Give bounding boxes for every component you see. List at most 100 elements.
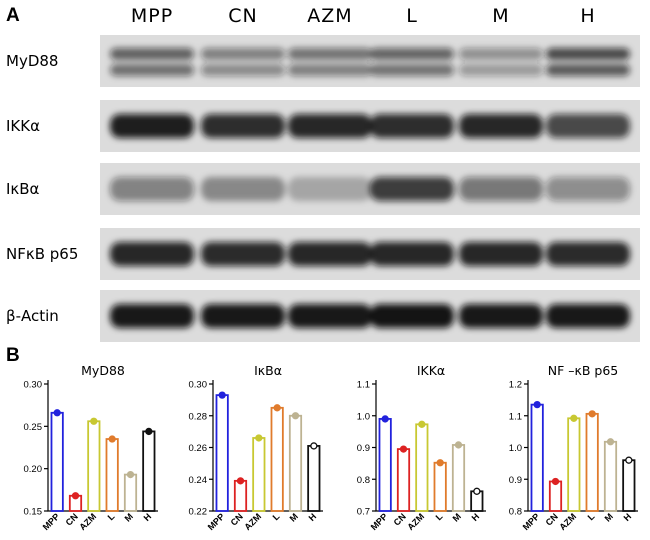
y-tick-label: 1.2 bbox=[509, 380, 522, 391]
blot-row: β-Actin bbox=[6, 290, 640, 342]
blot-row: IκBα bbox=[6, 163, 640, 215]
lane-label-azm: AZM bbox=[307, 5, 352, 27]
category-label: L bbox=[271, 511, 282, 522]
category-label: H bbox=[142, 511, 154, 523]
blot-label: IκBα bbox=[6, 180, 40, 198]
data-point bbox=[90, 417, 98, 425]
bar-mpp bbox=[50, 411, 64, 512]
blot-band bbox=[201, 304, 285, 328]
blot-band bbox=[110, 177, 194, 201]
blot-band bbox=[201, 114, 285, 138]
blot-label: IKKα bbox=[6, 117, 40, 135]
category-label: AZM bbox=[77, 511, 98, 532]
bar-l bbox=[105, 438, 119, 512]
category-label: M bbox=[603, 511, 615, 523]
blot-band bbox=[546, 114, 630, 138]
blot-band bbox=[201, 48, 285, 60]
data-point bbox=[436, 459, 444, 467]
blot-label: NFκB p65 bbox=[6, 245, 78, 263]
category-label: L bbox=[106, 511, 117, 522]
y-tick-label: 0.26 bbox=[189, 443, 208, 454]
category-label: MPP bbox=[369, 511, 390, 532]
blot-band bbox=[110, 114, 194, 138]
y-tick-label: 1.0 bbox=[509, 443, 522, 454]
blot-row: NFκB p65 bbox=[6, 228, 640, 280]
category-label: H bbox=[470, 511, 482, 523]
category-label: AZM bbox=[557, 511, 578, 532]
category-label: M bbox=[288, 511, 300, 523]
blot-label: MyD88 bbox=[6, 52, 58, 70]
lane-label-cn: CN bbox=[228, 5, 257, 27]
bar-m bbox=[288, 414, 303, 512]
bar-mpp bbox=[530, 403, 544, 512]
data-point bbox=[273, 404, 281, 412]
data-point bbox=[381, 415, 389, 423]
category-label: MPP bbox=[521, 511, 542, 532]
data-point bbox=[473, 487, 481, 495]
category-label: L bbox=[586, 511, 597, 522]
bar-cn bbox=[548, 480, 563, 512]
bar-m bbox=[123, 473, 138, 512]
bar-h bbox=[307, 445, 321, 512]
data-point bbox=[255, 434, 263, 442]
blot-band bbox=[370, 48, 454, 60]
blot-band bbox=[201, 242, 285, 266]
category-label: M bbox=[451, 511, 463, 523]
blot-band bbox=[370, 177, 454, 201]
y-tick-label: 0.8 bbox=[357, 475, 370, 486]
bar-l bbox=[433, 461, 447, 512]
blot-band bbox=[459, 304, 543, 328]
y-tick-label: 0.30 bbox=[189, 380, 208, 391]
data-point bbox=[533, 400, 541, 409]
category-label: L bbox=[434, 511, 445, 522]
data-point bbox=[399, 445, 408, 453]
bar-azm bbox=[252, 437, 266, 512]
blot-band bbox=[459, 177, 543, 201]
bar-mpp bbox=[378, 418, 392, 512]
y-tick-label: 1.1 bbox=[509, 411, 522, 422]
blot-band bbox=[546, 48, 630, 60]
chart-title: MyD88 bbox=[81, 363, 125, 378]
blot-band bbox=[288, 48, 372, 60]
bar-mpp bbox=[215, 394, 229, 512]
y-tick-label: 0.8 bbox=[509, 507, 522, 518]
y-tick-label: 0.30 bbox=[24, 380, 43, 391]
blot-band bbox=[546, 242, 630, 266]
blot-band bbox=[370, 242, 454, 266]
data-point bbox=[291, 412, 300, 420]
data-point bbox=[454, 441, 463, 449]
blot-membrane bbox=[100, 35, 640, 87]
data-point bbox=[71, 492, 80, 500]
blot-band bbox=[288, 304, 372, 328]
blot-row: MyD88 bbox=[6, 35, 640, 87]
lane-labels: MPP CN AZM L M H bbox=[131, 5, 595, 27]
category-label: H bbox=[307, 511, 319, 523]
bar-l bbox=[270, 406, 284, 512]
category-label: MPP bbox=[206, 511, 227, 532]
y-tick-label: 0.7 bbox=[357, 507, 370, 518]
blot-band bbox=[370, 304, 454, 328]
bar-azm bbox=[87, 420, 101, 512]
blot-band bbox=[459, 48, 543, 60]
blot-band bbox=[370, 114, 454, 138]
category-label: M bbox=[123, 511, 135, 523]
blot-band bbox=[288, 242, 372, 266]
bar-h bbox=[622, 459, 636, 512]
y-tick-label: 0.22 bbox=[189, 507, 208, 518]
data-point bbox=[108, 435, 116, 443]
bar-cn bbox=[396, 448, 411, 512]
y-tick-label: 0.28 bbox=[189, 411, 208, 422]
y-tick-label: 0.9 bbox=[509, 475, 522, 486]
blot-band bbox=[201, 177, 285, 201]
chart-title: IKKα bbox=[417, 363, 445, 378]
blot-band-lower bbox=[201, 64, 285, 76]
bar-m bbox=[451, 444, 466, 512]
category-label: H bbox=[622, 511, 634, 523]
blot-band bbox=[546, 177, 630, 201]
chart-axes bbox=[375, 380, 486, 512]
y-tick-label: 0.25 bbox=[24, 422, 43, 433]
lane-label-l: L bbox=[406, 5, 418, 27]
